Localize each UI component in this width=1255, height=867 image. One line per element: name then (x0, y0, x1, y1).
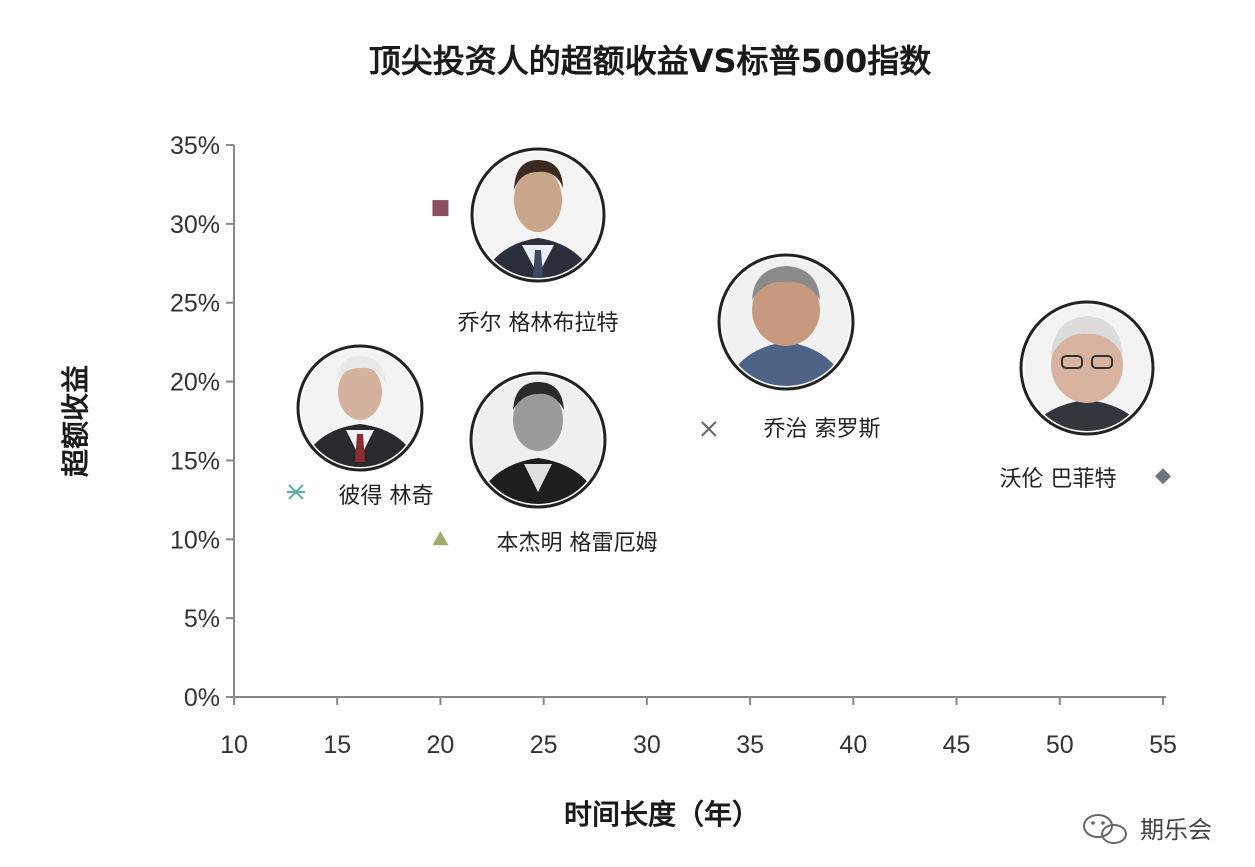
y-tick-label: 20% (170, 369, 220, 397)
x-tick-label: 30 (633, 731, 661, 759)
data-point (286, 484, 305, 500)
x-tick-label: 40 (839, 731, 867, 759)
x-axis-title: 时间长度（年） (564, 798, 760, 831)
x-tick-label: 35 (736, 731, 764, 759)
wechat-icon (1083, 814, 1127, 844)
point-label-peter-lynch: 彼得 林奇 (339, 484, 434, 509)
portrait-peter-lynch (296, 344, 424, 472)
y-tick-label: 0% (184, 684, 220, 712)
y-tick-label: 15% (170, 447, 220, 475)
portrait-george-soros (717, 253, 855, 391)
plot-area: 0% 5% 10% 15% 20% 25% 30% 35% 10 15 20 25 30 35 40 45 5… (170, 132, 1177, 759)
y-tick-label: 10% (170, 526, 220, 554)
x-tick-label: 50 (1046, 731, 1074, 759)
point-label-benjamin-graham: 本杰明 格雷厄姆 (497, 531, 658, 556)
point-label-warren-buffett: 沃伦 巴菲特 (1000, 467, 1117, 492)
data-point (701, 421, 717, 437)
portrait-benjamin-graham (469, 371, 607, 509)
portrait-warren-buffett (1019, 300, 1155, 436)
y-tick-label: 30% (170, 211, 220, 239)
point-label-joel-greenblatt: 乔尔 格林布拉特 (458, 311, 619, 336)
data-point (432, 200, 449, 217)
x-tick-label: 10 (220, 731, 248, 759)
chart-title: 顶尖投资人的超额收益VS标普500指数 (369, 42, 933, 80)
portrait-joel-greenblatt (470, 147, 606, 283)
data-point (1155, 468, 1171, 485)
data-point (432, 531, 449, 546)
x-tick-label: 55 (1149, 731, 1177, 759)
x-ticks: 10 15 20 25 30 35 40 45 50 55 (220, 697, 1177, 759)
y-tick-label: 5% (184, 605, 220, 633)
data-markers (286, 200, 1171, 546)
y-tick-label: 35% (170, 132, 220, 160)
point-label-george-soros: 乔治 索罗斯 (764, 417, 881, 442)
y-tick-label: 25% (170, 290, 220, 318)
watermark: 期乐会 (1083, 814, 1212, 844)
watermark-text: 期乐会 (1140, 816, 1212, 844)
x-tick-label: 20 (427, 731, 455, 759)
y-ticks: 0% 5% 10% 15% 20% 25% 30% 35% (170, 132, 234, 712)
x-tick-label: 45 (943, 731, 971, 759)
y-axis-title: 超额收益 (59, 365, 92, 477)
x-tick-label: 15 (323, 731, 351, 759)
x-tick-label: 25 (530, 731, 558, 759)
